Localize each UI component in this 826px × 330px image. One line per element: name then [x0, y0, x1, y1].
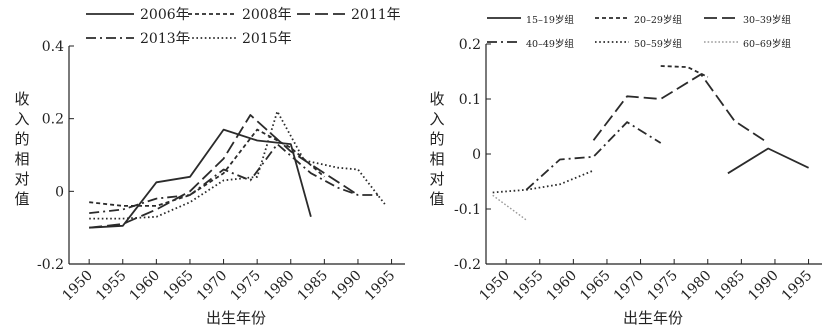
legend-label: 15–19岁组 — [526, 14, 574, 26]
y-tick-label: 0 — [55, 184, 64, 200]
series-line — [89, 128, 312, 229]
series-line — [89, 114, 359, 229]
x-tick-label: 1990 — [745, 268, 782, 305]
x-tick-label: 1990 — [328, 268, 365, 305]
x-axis-label: 出生年份 — [206, 309, 266, 327]
x-axis-label: 出生年份 — [623, 309, 683, 327]
series-line — [89, 110, 386, 220]
y-axis-label: 收入的相对值 — [429, 90, 444, 208]
legend-label: 2006年 — [140, 7, 190, 23]
series-line — [727, 147, 809, 175]
series-line — [89, 143, 379, 214]
x-tick-label: 1985 — [712, 268, 749, 305]
legend-label: 60–69岁组 — [743, 38, 791, 50]
series-line — [592, 73, 769, 144]
x-tick-label: 1970 — [611, 268, 648, 305]
x-tick-label: 1980 — [678, 268, 715, 305]
legend-label: 2008年 — [242, 7, 292, 23]
x-tick-label: 1995 — [362, 268, 399, 305]
x-tick-label: 1950 — [59, 268, 96, 305]
legend-label: 20–29岁组 — [634, 14, 682, 26]
series-line — [660, 65, 709, 78]
y-tick-label: 0.2 — [42, 112, 64, 128]
legend-label: 2013年 — [140, 31, 190, 47]
y-tick-label: 0 — [472, 147, 481, 163]
y-tick-label: -0.1 — [454, 202, 481, 218]
left-chart-panel: -0.200.20.419501955196019651970197519801… — [14, 7, 405, 327]
x-tick-label: 1960 — [544, 268, 581, 305]
series-line — [89, 128, 325, 207]
x-tick-label: 1970 — [194, 268, 231, 305]
x-tick-label: 1950 — [476, 268, 513, 305]
y-axis-label: 收入的相对值 — [14, 90, 29, 208]
legend-label: 2015年 — [242, 31, 292, 47]
y-tick-label: 0.2 — [459, 37, 481, 53]
right-chart-panel: -0.2-0.100.10.21950195519601965197019751… — [429, 14, 822, 327]
y-tick-label: -0.2 — [37, 257, 64, 273]
legend-label: 30–39岁组 — [743, 14, 791, 26]
x-tick-label: 1955 — [93, 268, 130, 305]
legend-label: 40–49岁组 — [526, 38, 574, 50]
x-tick-label: 1955 — [510, 268, 547, 305]
x-tick-label: 1980 — [261, 268, 298, 305]
x-tick-label: 1965 — [160, 268, 197, 305]
y-tick-label: 0.4 — [42, 39, 64, 55]
series-line — [492, 169, 594, 194]
legend-label: 50–59岁组 — [634, 38, 682, 50]
series-line — [492, 194, 527, 221]
x-tick-label: 1985 — [295, 268, 332, 305]
legend-label: 2011年 — [351, 7, 401, 23]
x-tick-label: 1975 — [227, 268, 264, 305]
y-tick-label: 0.1 — [459, 92, 481, 108]
x-tick-label: 1995 — [779, 268, 816, 305]
x-tick-label: 1965 — [577, 268, 614, 305]
series-line — [525, 121, 662, 191]
x-tick-label: 1960 — [127, 268, 164, 305]
y-tick-label: -0.2 — [454, 257, 481, 273]
x-tick-label: 1975 — [644, 268, 681, 305]
